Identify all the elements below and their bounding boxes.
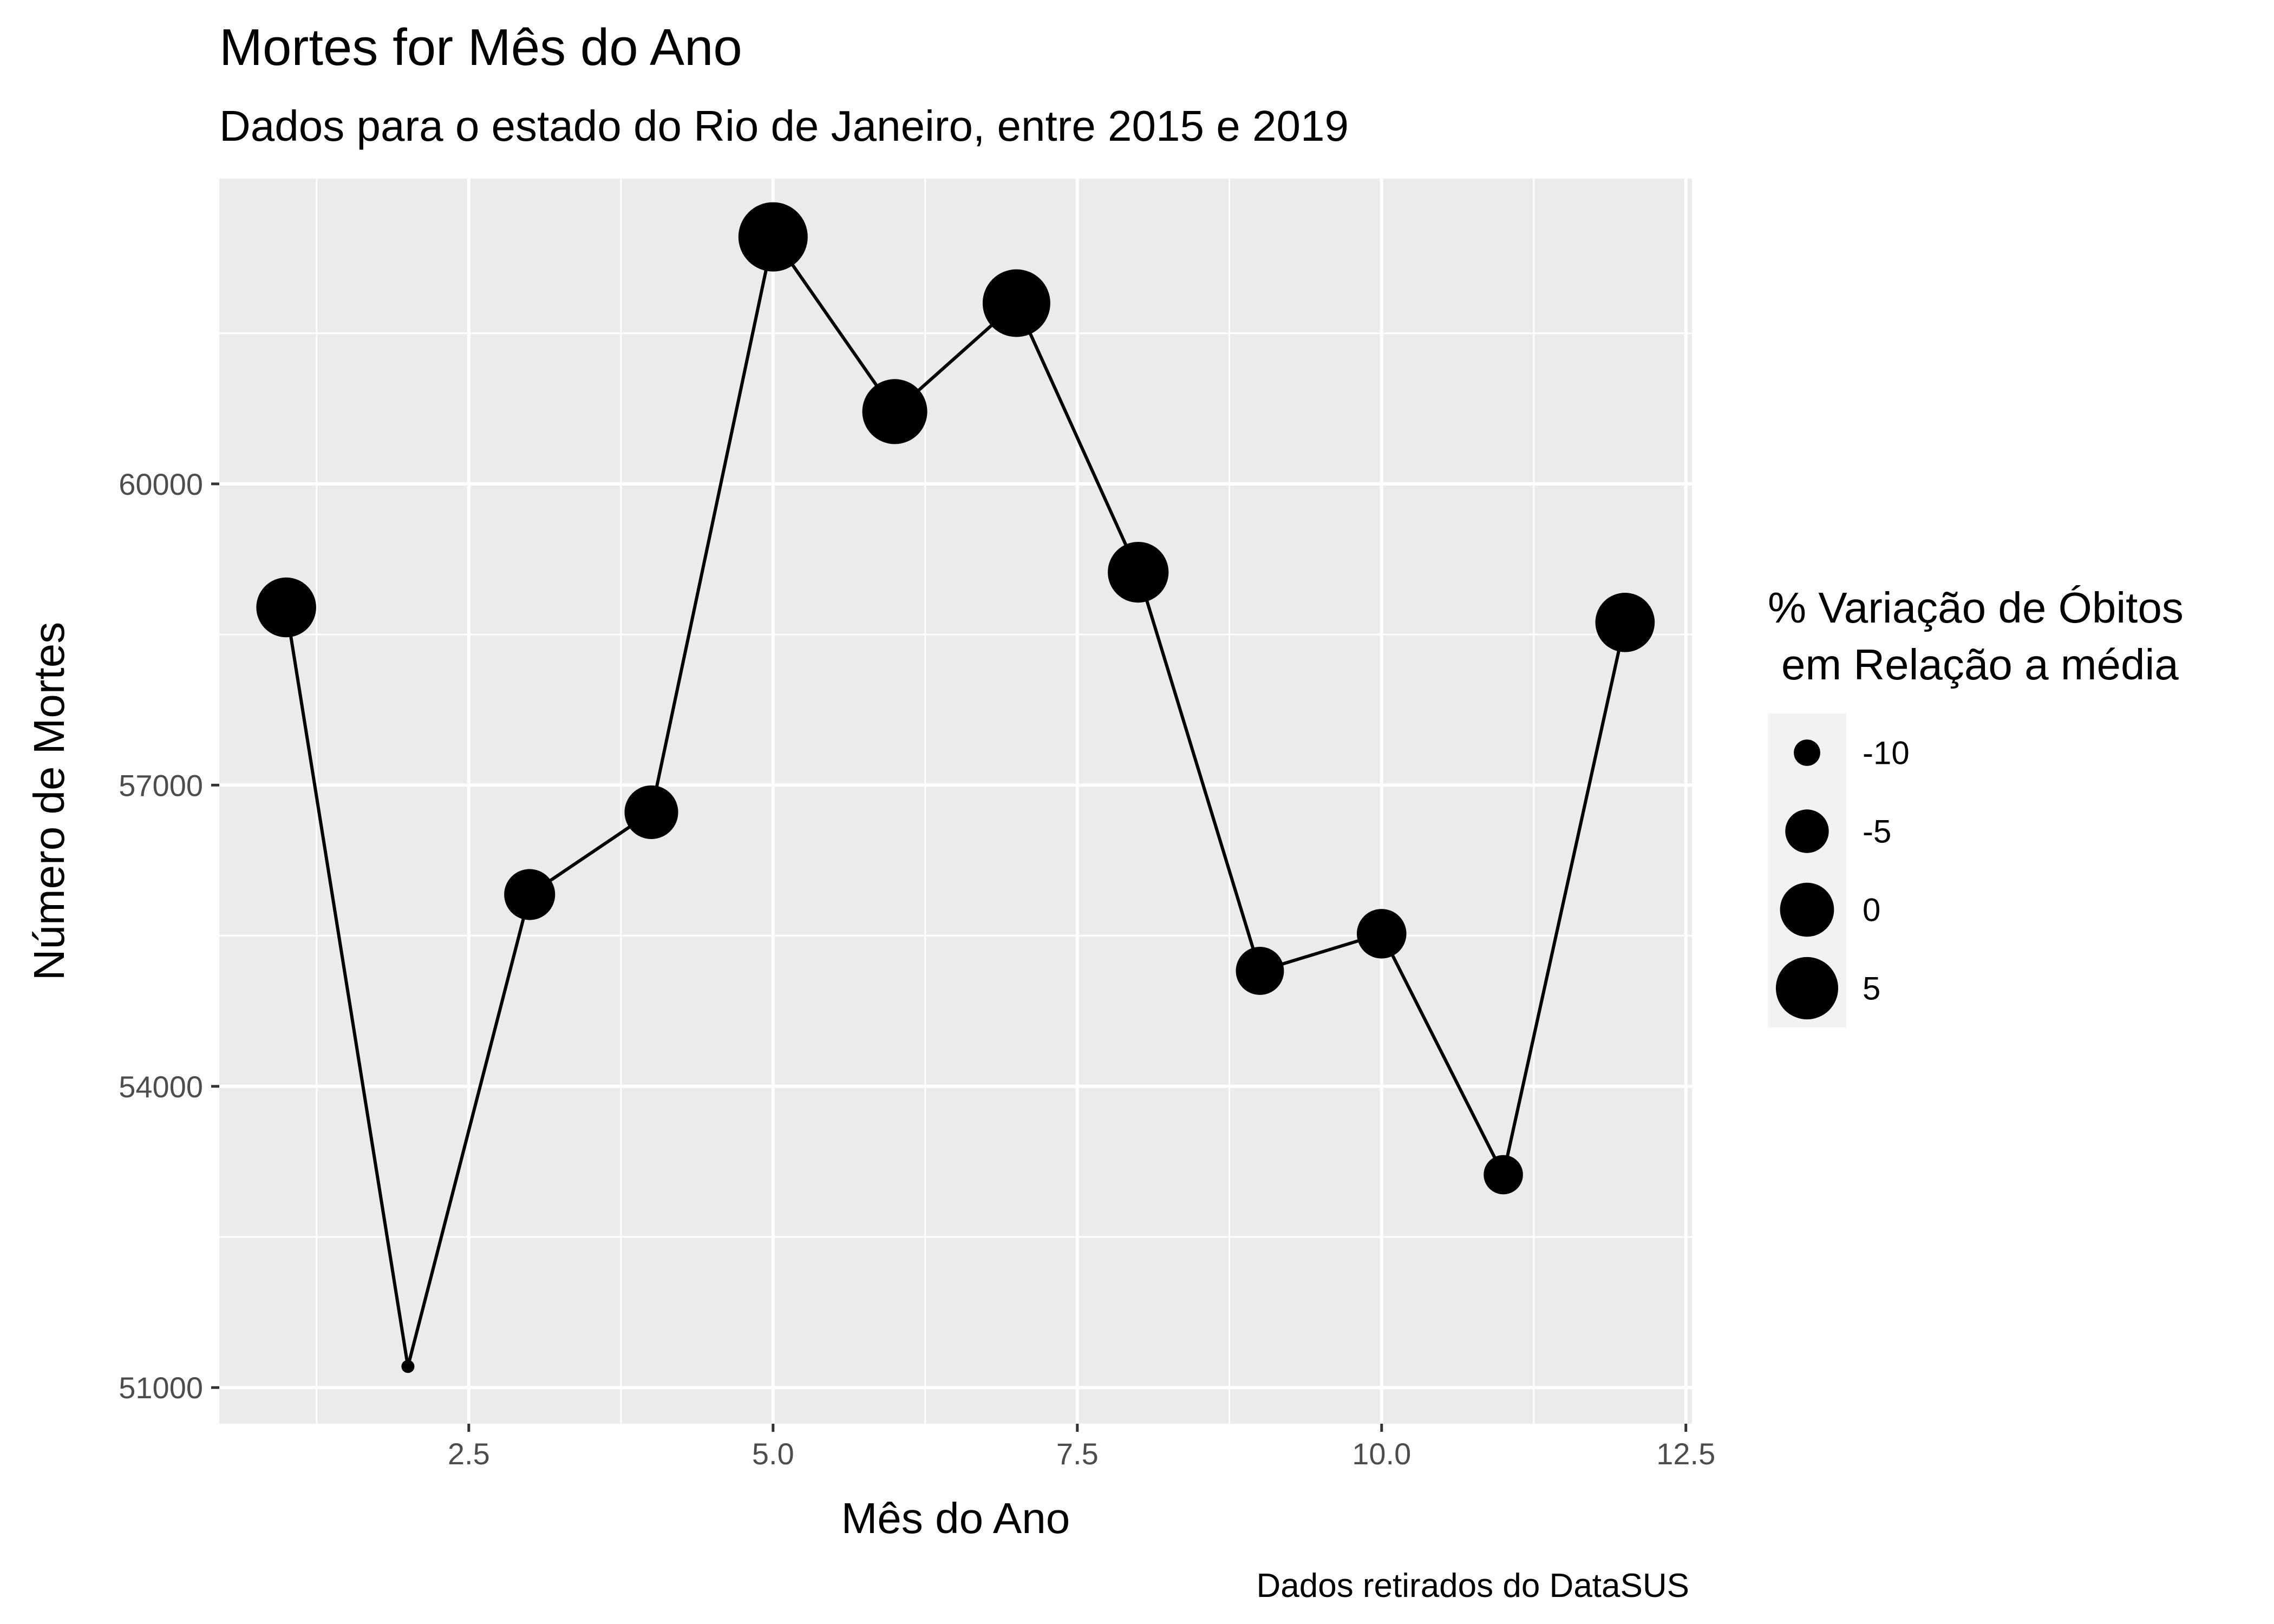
x-tick-label: 7.5 bbox=[1056, 1437, 1099, 1471]
legend-item-label: 0 bbox=[1863, 892, 1880, 928]
data-point bbox=[1595, 593, 1655, 652]
minor-gridlines bbox=[219, 179, 1692, 1424]
data-point bbox=[982, 269, 1050, 337]
legend-key-point bbox=[1785, 809, 1829, 853]
x-axis-tick-labels: 2.5 5.0 7.5 10.0 12.5 bbox=[448, 1437, 1715, 1471]
x-axis-title: Mês do Ano bbox=[841, 1494, 1070, 1542]
data-point bbox=[1108, 541, 1169, 603]
y-tick-label: 57000 bbox=[119, 768, 203, 802]
x-tick-label: 2.5 bbox=[448, 1437, 490, 1471]
y-tick-label: 54000 bbox=[119, 1070, 203, 1104]
y-tick-label: 60000 bbox=[119, 467, 203, 501]
series-line bbox=[284, 235, 1627, 1368]
x-tick-label: 12.5 bbox=[1656, 1437, 1715, 1471]
axis-ticks bbox=[211, 482, 1688, 1432]
x-tick-label: 5.0 bbox=[752, 1437, 794, 1471]
series-points bbox=[256, 202, 1655, 1373]
plot-panel bbox=[219, 179, 1692, 1424]
legend-item-label: -5 bbox=[1863, 814, 1891, 850]
legend-title-line1: % Variação de Óbitos bbox=[1768, 584, 2184, 632]
legend-item-label: 5 bbox=[1863, 971, 1880, 1007]
major-gridlines bbox=[219, 179, 1692, 1424]
data-point bbox=[1236, 947, 1284, 995]
data-point bbox=[1484, 1155, 1523, 1195]
legend-key-point bbox=[1775, 957, 1839, 1020]
data-point bbox=[256, 577, 316, 638]
chart-caption: Dados retirados do DataSUS bbox=[1256, 1567, 1689, 1605]
data-point bbox=[401, 1360, 415, 1373]
y-tick-label: 51000 bbox=[119, 1371, 203, 1405]
data-point bbox=[504, 869, 556, 920]
chart-subtitle: Dados para o estado do Rio de Janeiro, e… bbox=[219, 102, 1349, 150]
y-axis-title: Número de Mortes bbox=[25, 622, 73, 980]
legend-item-label: -10 bbox=[1863, 735, 1910, 771]
legend-title-line2: em Relação a média bbox=[1781, 640, 2179, 689]
data-point bbox=[738, 202, 808, 272]
x-tick-label: 10.0 bbox=[1352, 1437, 1411, 1471]
data-point bbox=[1357, 909, 1407, 959]
data-point bbox=[624, 785, 678, 839]
legend-key-point bbox=[1780, 882, 1834, 937]
series-line-group bbox=[284, 235, 1627, 1368]
y-axis-tick-labels: 51000 54000 57000 60000 bbox=[119, 467, 203, 1405]
legend-key-point bbox=[1794, 739, 1820, 766]
legend: % Variação de Óbitos em Relação a média … bbox=[1768, 584, 2184, 1027]
data-point bbox=[862, 379, 927, 444]
legend-items: -10 -5 0 5 bbox=[1768, 713, 1910, 1027]
chart-title: Mortes for Mês do Ano bbox=[219, 18, 742, 76]
